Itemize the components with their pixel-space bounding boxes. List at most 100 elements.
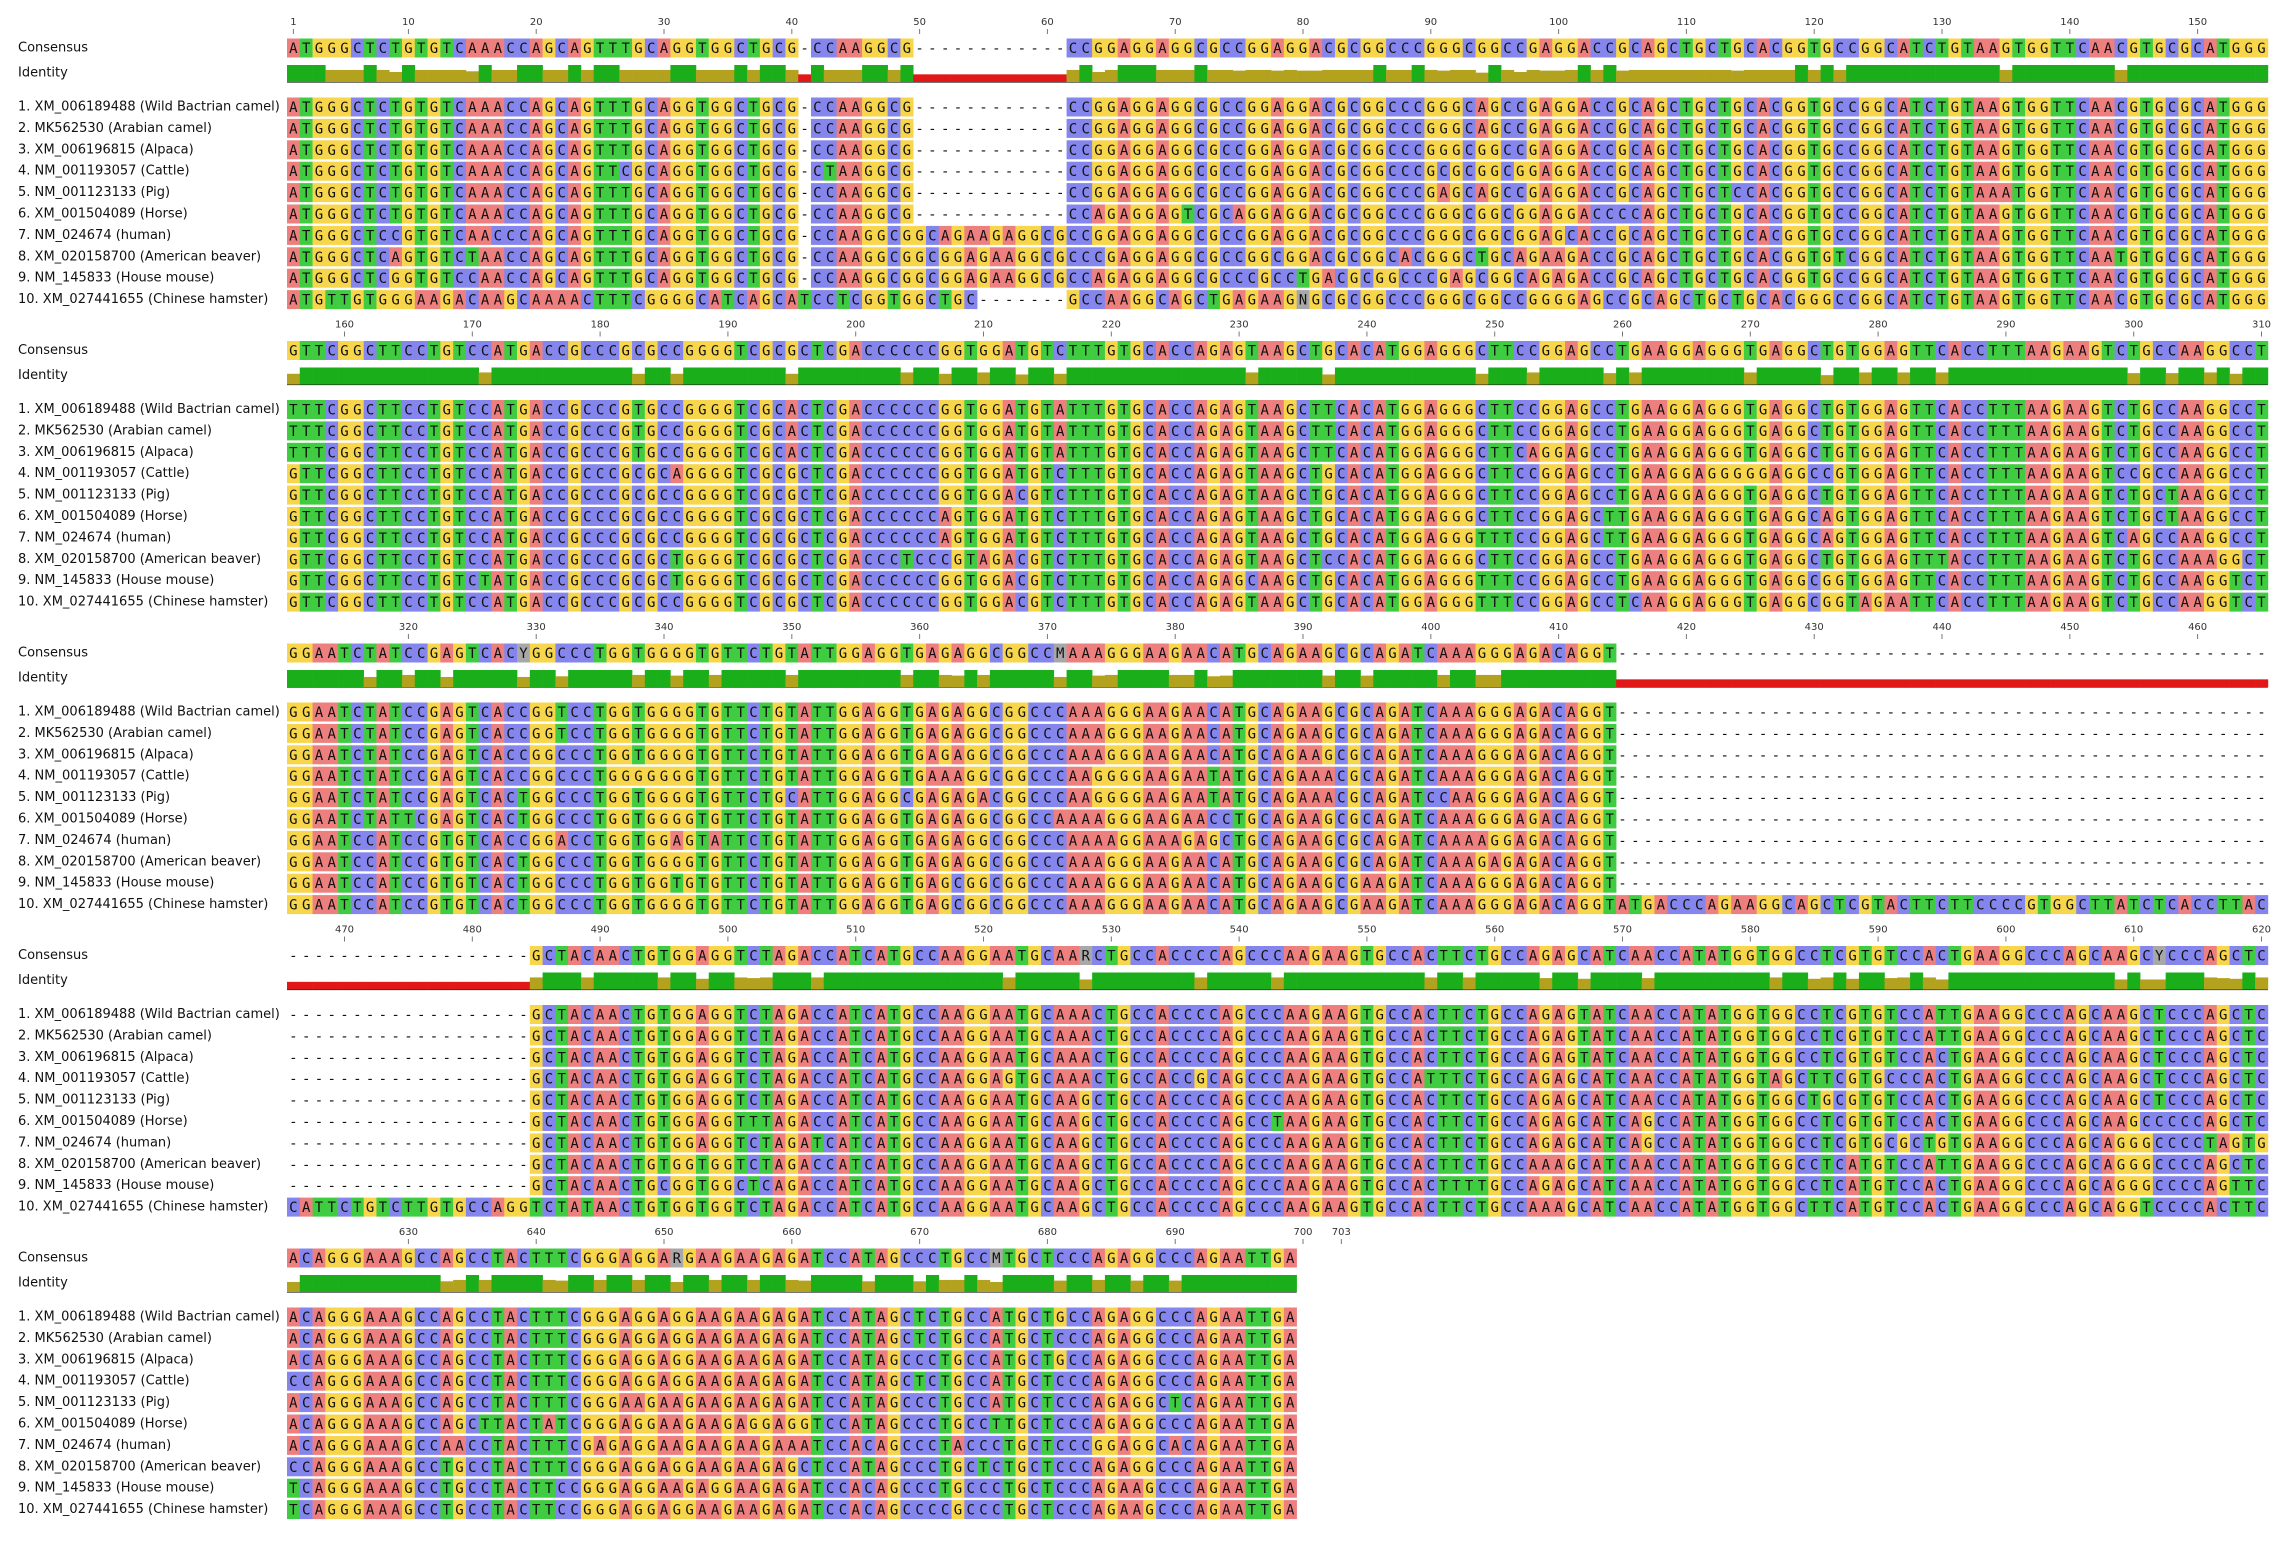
sequence-label: 7. NM_024674 (human)	[18, 530, 171, 545]
aligned-sequence: ATGGGCTCTGTGTCAAACCAGCAGTTCGCAGGTGGCTGCG…	[289, 164, 2266, 180]
identity-bar	[1334, 69, 1349, 82]
identity-bar	[964, 670, 978, 687]
base-cell	[1424, 38, 1438, 58]
base-cell	[453, 38, 467, 58]
identity-bar	[1360, 69, 1374, 82]
identity-bar	[772, 670, 786, 687]
identity-bar	[2050, 65, 2064, 82]
base-cell	[1194, 38, 1208, 58]
base-cell	[517, 97, 531, 117]
identity-bar	[1156, 69, 1170, 82]
base-cell	[1501, 97, 1515, 117]
base-cell	[555, 38, 569, 58]
identity-bar	[1104, 69, 1118, 82]
base-cell	[1973, 97, 1988, 117]
sequence-label: 10. XM_027441655 (Chinese hamster)	[18, 595, 268, 610]
base-cell	[465, 97, 479, 117]
identity-bar	[1271, 70, 1285, 82]
identity-bar	[1935, 65, 1949, 82]
base-cell	[1565, 38, 1579, 58]
identity-bar	[1795, 65, 1809, 82]
base-cell	[2037, 38, 2051, 58]
identity-bar	[1858, 679, 1873, 687]
identity-bar	[977, 674, 991, 687]
base-cell	[1577, 97, 1591, 117]
base-cell	[708, 118, 722, 138]
identity-bar	[695, 367, 710, 385]
base-cell	[1871, 38, 1885, 58]
ruler-label: 90	[1424, 17, 1437, 28]
ruler-label: 180	[591, 320, 610, 331]
identity-bar	[849, 670, 863, 687]
identity-bar	[2114, 367, 2128, 385]
base-cell	[1986, 118, 2000, 138]
base-cell	[1986, 97, 2000, 117]
identity-bar	[1424, 670, 1438, 687]
base-cell	[2088, 118, 2103, 138]
identity-bar	[1616, 679, 1630, 687]
identity-bar	[1986, 367, 2000, 385]
base-cell	[1398, 97, 1412, 117]
base-cell	[1692, 97, 1706, 117]
base-cell	[1513, 38, 1527, 58]
identity-bar	[759, 367, 773, 385]
identity-bar	[900, 372, 914, 385]
identity-bar	[1462, 69, 1476, 82]
identity-bar	[1437, 367, 1451, 385]
base-cell	[1795, 38, 1809, 58]
aligned-sequence: ATGGGCTCTGTGTCAAACCAGCAGTTTGCAGGTGGCTGCG…	[289, 100, 2266, 116]
identity-bar	[2076, 679, 2090, 687]
ruler-label: 70	[1169, 17, 1182, 28]
identity-bar	[312, 65, 326, 82]
identity-bar	[2165, 65, 2179, 82]
identity-bar	[1692, 367, 1706, 385]
base-cell	[1884, 118, 1898, 138]
base-cell	[1079, 118, 1093, 138]
identity-bar	[1360, 675, 1374, 687]
base-cell	[1181, 97, 1195, 117]
identity-bar	[632, 373, 646, 385]
base-cell	[1207, 118, 1221, 138]
identity-bar	[2216, 65, 2230, 82]
identity-bar	[951, 367, 965, 385]
identity-bar	[1807, 367, 1821, 385]
base-cell	[632, 38, 646, 58]
base-cell	[1756, 97, 1770, 117]
identity-bar	[2140, 367, 2154, 385]
base-cell	[350, 97, 364, 117]
identity-bar	[1386, 367, 1400, 385]
identity-bar	[798, 74, 812, 82]
base-cell	[1334, 38, 1349, 58]
identity-bar	[862, 367, 876, 385]
base-cell	[1654, 38, 1668, 58]
base-cell	[478, 118, 492, 138]
base-cell	[580, 97, 595, 117]
base-cell	[1654, 118, 1668, 138]
base-cell	[721, 118, 735, 138]
base-cell	[1424, 118, 1438, 138]
base-cell	[772, 118, 786, 138]
base-cell	[1258, 38, 1272, 58]
aligned-sequence: ATGGGCTCGGTGTCCAACCAGCAGTTTGCAGGTGGCTGCG…	[289, 271, 2266, 287]
sequence-label: 4. NM_001193057 (Cattle)	[18, 164, 190, 179]
identity-bar	[1015, 374, 1029, 385]
identity-bar	[951, 74, 965, 82]
ruler-label: 420	[1677, 622, 1696, 633]
base-cell	[1641, 97, 1655, 117]
ruler-label: 320	[399, 622, 418, 633]
identity-bar	[1871, 679, 1885, 687]
base-cell	[1232, 38, 1246, 58]
base-cell	[1935, 38, 1949, 58]
identity-bar	[977, 74, 991, 82]
identity-bar	[695, 69, 710, 82]
base-cell	[900, 38, 914, 58]
ruler-label: 260	[1613, 320, 1632, 331]
base-cell	[529, 97, 543, 117]
base-cell	[1347, 97, 1361, 117]
identity-bar	[1041, 74, 1055, 82]
identity-bar	[1053, 676, 1067, 687]
identity-bar	[1386, 670, 1400, 687]
sequence-label: 10. XM_027441655 (Chinese hamster)	[18, 897, 268, 912]
base-cell	[1552, 38, 1566, 58]
identity-bar	[414, 69, 428, 82]
